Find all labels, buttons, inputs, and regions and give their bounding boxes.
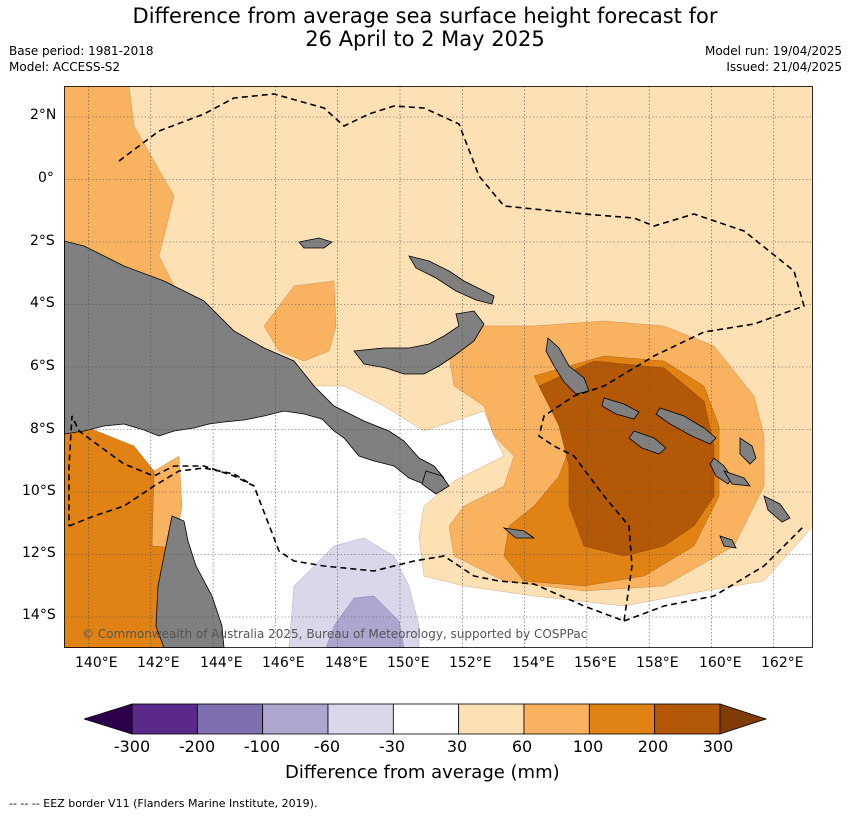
sea-level-map: © Commonwealth of Australia 2025, Bureau…: [64, 86, 813, 648]
lat-label: 12°S: [22, 545, 56, 561]
land-new-guinea: [64, 240, 445, 487]
colorbar-tick-label: 200: [637, 737, 669, 756]
lon-label: 146°E: [262, 655, 305, 671]
colorbar-tick-label: -60: [313, 737, 341, 756]
lon-label: 140°E: [75, 655, 118, 671]
colorbar-segment: [458, 703, 525, 735]
lat-label: 0°: [38, 170, 54, 186]
map-title-line1: Difference from average sea surface heig…: [132, 4, 718, 28]
map-gridlines: [64, 86, 813, 648]
colorbar-tick-label: 60: [511, 737, 533, 756]
anomaly-100-200-west: [64, 425, 175, 648]
colorbar-segment: [588, 703, 656, 735]
colorbar-tick-label: 30: [446, 737, 468, 756]
colorbar-segment: [262, 703, 329, 735]
anomaly-neg60-neg100: [325, 595, 405, 648]
land-vanuatu-1: [739, 437, 757, 465]
lon-label: 160°E: [699, 655, 742, 671]
land-manus: [298, 237, 333, 249]
colorbar-tick-label: -200: [178, 737, 216, 756]
base-period-label: Base period: 1981-2018: [9, 44, 154, 58]
lat-label: 2°N: [30, 107, 57, 123]
lon-label: 154°E: [512, 655, 555, 671]
model-label: Model: ACCESS-S2: [9, 60, 121, 74]
lon-label: 148°E: [325, 655, 368, 671]
colorbar-tick-label: -30: [378, 737, 406, 756]
lon-label: 144°E: [200, 655, 243, 671]
lon-label: 150°E: [387, 655, 430, 671]
anomaly-60-100-madang: [263, 280, 337, 362]
eez-border-png: [68, 93, 805, 623]
land-santa-isabel: [655, 407, 717, 445]
colorbar: [84, 703, 768, 735]
map-frame: [64, 86, 813, 648]
colorbar-segment: [392, 703, 460, 735]
colorbar-segment: [196, 703, 264, 735]
land-guadalcanal: [628, 430, 667, 455]
colorbar-segment: [654, 703, 721, 735]
copyright-notice: © Commonwealth of Australia 2025, Bureau…: [82, 627, 587, 641]
colorbar-title: Difference from average (mm): [285, 762, 560, 783]
land-dentrecasteaux: [421, 470, 450, 495]
lon-label: 156°E: [574, 655, 617, 671]
colorbar-tick-label: 100: [572, 737, 604, 756]
colorbar-tick-label: -100: [243, 737, 281, 756]
land-choiseul: [601, 397, 640, 420]
colorbar-tick-label: 300: [702, 737, 734, 756]
eez-border-solomons: [623, 525, 805, 622]
map-title-line2: 26 April to 2 May 2025: [305, 27, 545, 51]
eez-border-australia: [68, 467, 255, 527]
model-run-label: Model run: 19/04/2025: [704, 44, 842, 58]
colorbar-over-arrow: [719, 703, 768, 735]
lat-label: 8°S: [30, 421, 55, 437]
land-malaita: [709, 457, 733, 485]
land-louisiade: [502, 527, 536, 539]
lon-label: 152°E: [449, 655, 492, 671]
colorbar-segment: [327, 703, 394, 735]
eez-legend-note: -- -- -- EEZ border V11 (Flanders Marine…: [9, 797, 318, 810]
colorbar-segment: [523, 703, 590, 735]
land-new-britain: [353, 310, 485, 375]
land-makira: [723, 470, 751, 487]
lat-label: 14°S: [22, 607, 56, 623]
colorbar-under-arrow: [84, 703, 133, 735]
lon-label: 158°E: [636, 655, 679, 671]
lon-label: 142°E: [137, 655, 180, 671]
colorbar-tick-label: -300: [113, 737, 151, 756]
lat-label: 2°S: [30, 233, 55, 249]
land-new-ireland: [408, 255, 495, 305]
lat-label: 4°S: [30, 295, 55, 311]
land-vanuatu-3: [719, 535, 737, 549]
land-cape-york: [155, 515, 225, 648]
colorbar-segment: [131, 703, 198, 735]
lon-label: 162°E: [761, 655, 804, 671]
lat-label: 6°S: [30, 358, 55, 374]
issued-label: Issued: 21/04/2025: [726, 60, 842, 74]
anomaly-200-300-centre: [538, 360, 715, 557]
land-vanuatu-2: [763, 495, 791, 523]
lat-label: 10°S: [22, 483, 56, 499]
